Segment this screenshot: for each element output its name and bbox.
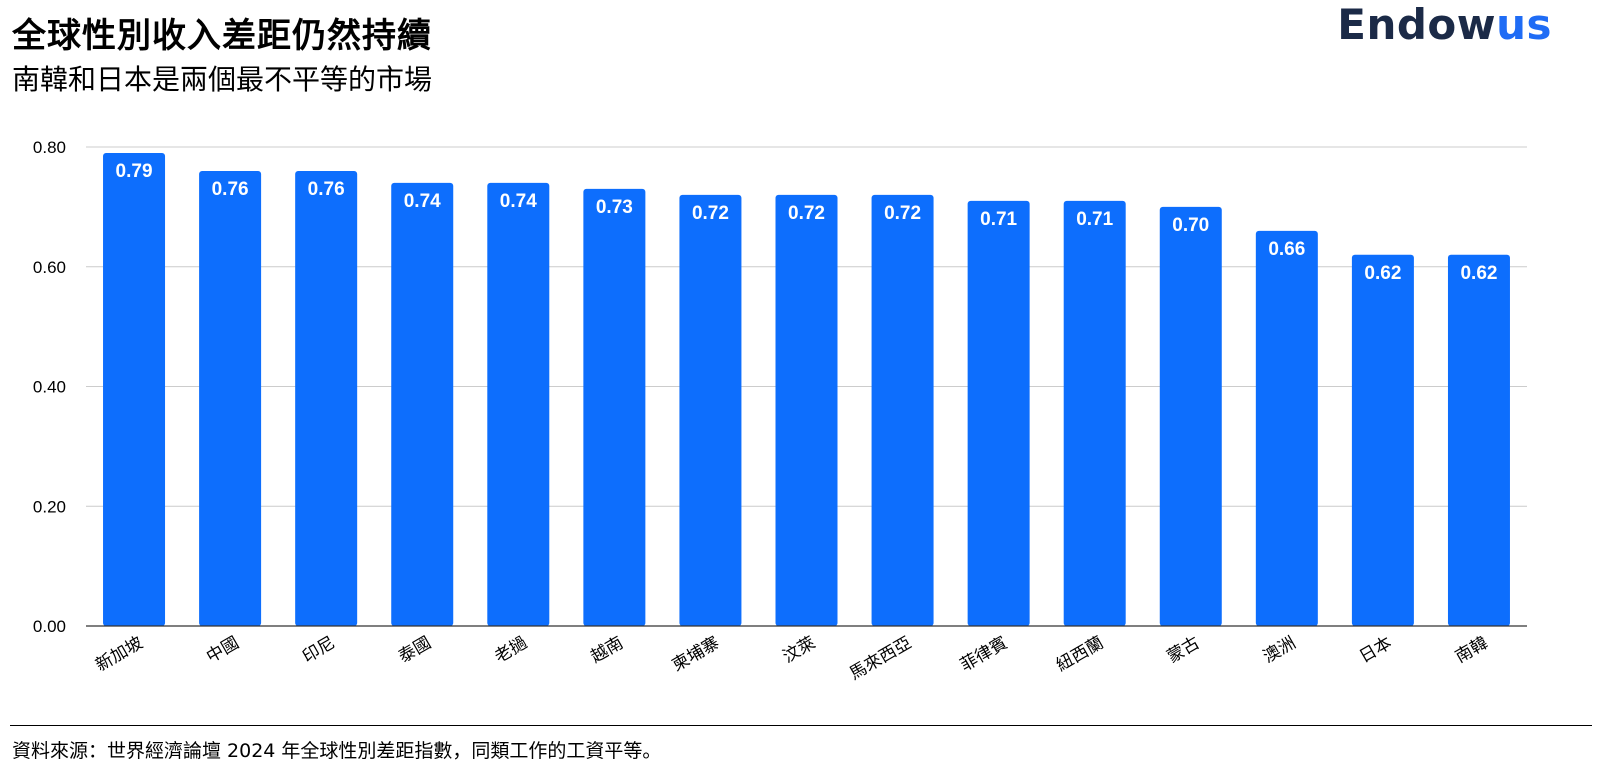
x-tick-label: 南韓	[1452, 633, 1491, 667]
bar	[1447, 254, 1510, 626]
bar	[295, 170, 358, 626]
bar	[1063, 200, 1126, 626]
y-tick-label: 0.20	[33, 497, 66, 516]
x-tick-label: 老撾	[491, 633, 530, 667]
data-label: 0.72	[692, 203, 729, 224]
y-tick-label: 0.40	[33, 378, 66, 397]
data-label: 0.62	[1364, 263, 1401, 284]
data-label: 0.71	[1076, 209, 1113, 230]
y-tick-label: 0.00	[33, 617, 66, 636]
bar	[1351, 254, 1414, 626]
bar	[871, 194, 934, 626]
chart-title: 全球性別收入差距仍然持續	[12, 16, 432, 56]
endowus-logo: Endowus	[1337, 0, 1552, 49]
data-label: 0.72	[884, 203, 921, 224]
footer-divider	[10, 725, 1592, 726]
data-label: 0.72	[788, 203, 825, 224]
x-tick-label: 紐西蘭	[1053, 633, 1107, 676]
bar	[967, 200, 1030, 626]
x-tick-label: 蒙古	[1164, 633, 1203, 667]
data-label: 0.74	[500, 191, 537, 212]
logo-text-main: Endow	[1337, 0, 1497, 49]
bar-chart: 0.000.200.400.600.80 0.790.76 0.760.74 0.7…	[33, 138, 1527, 684]
bar	[1159, 206, 1222, 626]
x-tick-label: 柬埔寨	[669, 633, 723, 676]
x-tick-label: 新加坡	[92, 633, 146, 676]
data-label: 0.66	[1268, 239, 1305, 260]
data-label: 0.71	[980, 209, 1017, 230]
bar	[583, 188, 646, 626]
bar	[487, 182, 550, 627]
data-label: 0.62	[1460, 263, 1497, 284]
y-tick-label: 0.80	[33, 138, 66, 157]
x-tick-label: 中國	[203, 633, 242, 667]
x-tick-label: 泰國	[395, 633, 434, 667]
x-tick-label: 汶萊	[780, 633, 819, 667]
data-label: 0.74	[404, 191, 441, 212]
data-label: 0.76	[212, 179, 249, 200]
bar	[679, 194, 742, 626]
bar	[775, 194, 838, 626]
x-tick-label: 菲律賓	[957, 633, 1011, 676]
bar	[391, 182, 454, 627]
x-tick-label: 日本	[1356, 633, 1395, 667]
data-label: 0.73	[596, 197, 633, 218]
x-tick-label: 馬來西亞	[846, 633, 915, 684]
data-label: 0.70	[1172, 215, 1209, 236]
logo-text-accent: us	[1496, 0, 1552, 49]
x-tick-label: 印尼	[299, 633, 338, 667]
x-axis: 新加坡 中國 印尼 泰國 老撾 越南 柬埔寨 汶萊 馬來西亞 菲律賓 紐西蘭 蒙古 澳洲 日本 南韓	[86, 625, 1527, 684]
bar	[1255, 230, 1318, 626]
data-label: 0.79	[116, 161, 153, 182]
data-label: 0.76	[308, 179, 345, 200]
bar	[103, 152, 166, 627]
bar	[199, 170, 262, 626]
chart-subtitle: 南韓和日本是兩個最不平等的市場	[12, 63, 433, 96]
x-tick-label: 越南	[587, 633, 626, 667]
x-tick-label: 澳洲	[1260, 633, 1299, 667]
y-axis: 0.00 0.20 0.40 0.60 0.80	[33, 138, 66, 636]
bars: 0.79 0.76 0.76 0.74 0.74 0.73 0.72 0.72 0.72 0.71…	[103, 152, 1510, 627]
source-note: 資料來源：世界經濟論壇 2024 年全球性別差距指數，同類工作的工資平等。	[12, 740, 662, 762]
y-tick-label: 0.60	[33, 258, 66, 277]
